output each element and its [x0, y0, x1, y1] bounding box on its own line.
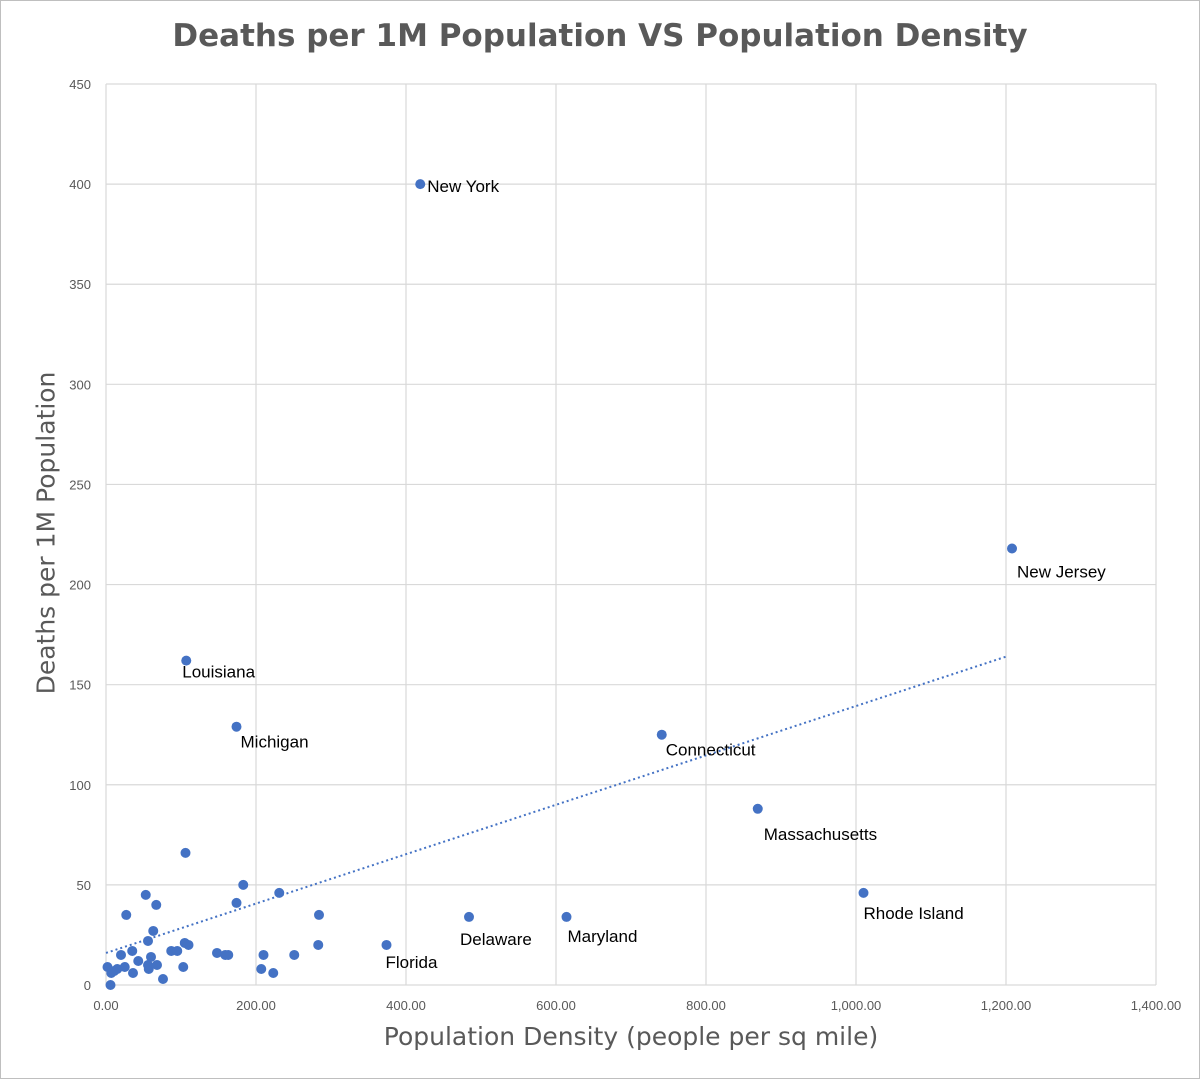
- point-label: Massachusetts: [764, 825, 877, 844]
- point-label: Connecticut: [666, 741, 756, 760]
- data-point: [143, 963, 154, 974]
- data-point: [274, 887, 285, 898]
- data-point: [415, 179, 426, 190]
- data-point: [858, 887, 869, 898]
- data-point: [1007, 543, 1017, 554]
- point-label: New Jersey: [1017, 563, 1106, 582]
- point-label: Rhode Island: [864, 904, 964, 923]
- data-point: [231, 897, 242, 908]
- data-point: [116, 949, 126, 960]
- y-tick-label: 200: [69, 578, 91, 593]
- data-point: [121, 909, 132, 920]
- y-tick-label: 400: [69, 177, 91, 192]
- data-point: [256, 963, 267, 974]
- y-tick-label: 250: [69, 477, 91, 492]
- data-point: [105, 980, 116, 990]
- gridlines: [105, 83, 1157, 986]
- data-point: [212, 947, 222, 958]
- data-point: [238, 879, 249, 890]
- y-tick-label: 150: [69, 678, 91, 693]
- y-tick-label: 100: [69, 778, 91, 793]
- data-point: [561, 911, 572, 922]
- data-point: [314, 909, 324, 920]
- data-point: [656, 729, 667, 740]
- data-point: [158, 973, 168, 984]
- y-tick-label: 350: [69, 277, 91, 292]
- tick-labels: 0 50 100 150 200 250 300 350 400 450 0.00 200.00 400…: [69, 77, 1181, 1013]
- data-point: [289, 949, 300, 960]
- data-point: [313, 939, 324, 950]
- data-point: [119, 961, 130, 972]
- x-tick-label: 800.00: [686, 998, 726, 1013]
- point-labels: New York New Jersey Louisiana Michigan Conne…: [182, 177, 1106, 972]
- x-tick-label: 1,000.00: [831, 998, 882, 1013]
- data-point: [106, 967, 117, 978]
- point-label: Florida: [386, 953, 439, 972]
- point-label: Delaware: [460, 930, 532, 949]
- data-point: [223, 949, 234, 960]
- data-point: [381, 939, 392, 950]
- data-point: [143, 935, 153, 946]
- point-label: Louisiana: [182, 663, 255, 682]
- x-tick-label: 0.00: [93, 998, 118, 1013]
- data-point: [752, 803, 763, 814]
- data-point: [151, 899, 162, 910]
- data-point: [464, 911, 474, 922]
- y-tick-label: 50: [77, 878, 91, 893]
- chart-title: Deaths per 1M Population VS Population D…: [172, 18, 1028, 54]
- data-point: [231, 721, 242, 732]
- data-point: [146, 951, 156, 962]
- data-point: [148, 925, 159, 936]
- x-tick-label: 200.00: [236, 998, 276, 1013]
- y-tick-label: 0: [84, 978, 91, 993]
- data-points: [102, 179, 1017, 990]
- point-label: Michigan: [241, 733, 309, 752]
- data-point: [181, 655, 192, 666]
- data-point: [183, 939, 194, 950]
- x-tick-label: 1,200.00: [981, 998, 1032, 1013]
- y-tick-label: 300: [69, 377, 91, 392]
- data-point: [127, 945, 138, 956]
- x-axis-title: Population Density (people per sq mile): [383, 1022, 879, 1051]
- x-tick-label: 600.00: [536, 998, 576, 1013]
- data-point: [133, 955, 144, 966]
- x-tick-label: 1,400.00: [1131, 998, 1182, 1013]
- data-point: [268, 967, 279, 978]
- point-label: Maryland: [568, 927, 638, 946]
- point-label: New York: [427, 177, 499, 196]
- data-point: [178, 961, 189, 972]
- data-point: [180, 847, 191, 858]
- data-point: [140, 889, 151, 900]
- data-point: [128, 967, 138, 978]
- data-point: [258, 949, 269, 960]
- y-tick-label: 450: [69, 77, 91, 92]
- x-tick-label: 400.00: [386, 998, 426, 1013]
- data-point: [172, 945, 183, 956]
- data-point: [152, 959, 162, 970]
